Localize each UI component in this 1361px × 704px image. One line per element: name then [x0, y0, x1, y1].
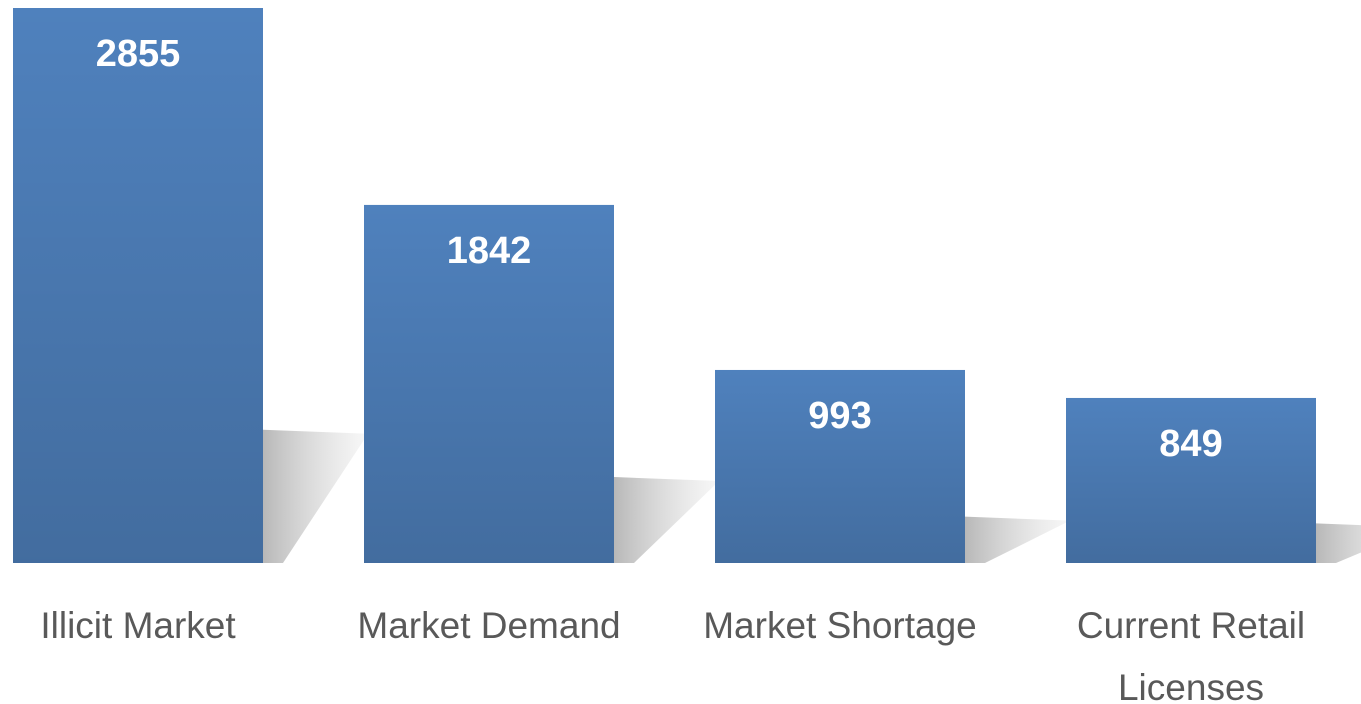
data-label: 993 [808, 395, 871, 437]
bar-shadow [1316, 523, 1361, 563]
bar-shadow [263, 429, 368, 563]
x-tick-label: Market Shortage [703, 605, 977, 646]
data-label: 1842 [447, 230, 532, 272]
bar-shadow [965, 516, 1070, 563]
data-label: 849 [1159, 423, 1222, 465]
x-tick-label: Current Retail Licenses [1076, 605, 1306, 704]
x-tick-label: Illicit Market [40, 605, 236, 646]
data-label: 2855 [96, 33, 181, 75]
bar [13, 8, 263, 563]
x-tick-label: Market Demand [357, 605, 621, 646]
bar-shadow [614, 477, 719, 563]
